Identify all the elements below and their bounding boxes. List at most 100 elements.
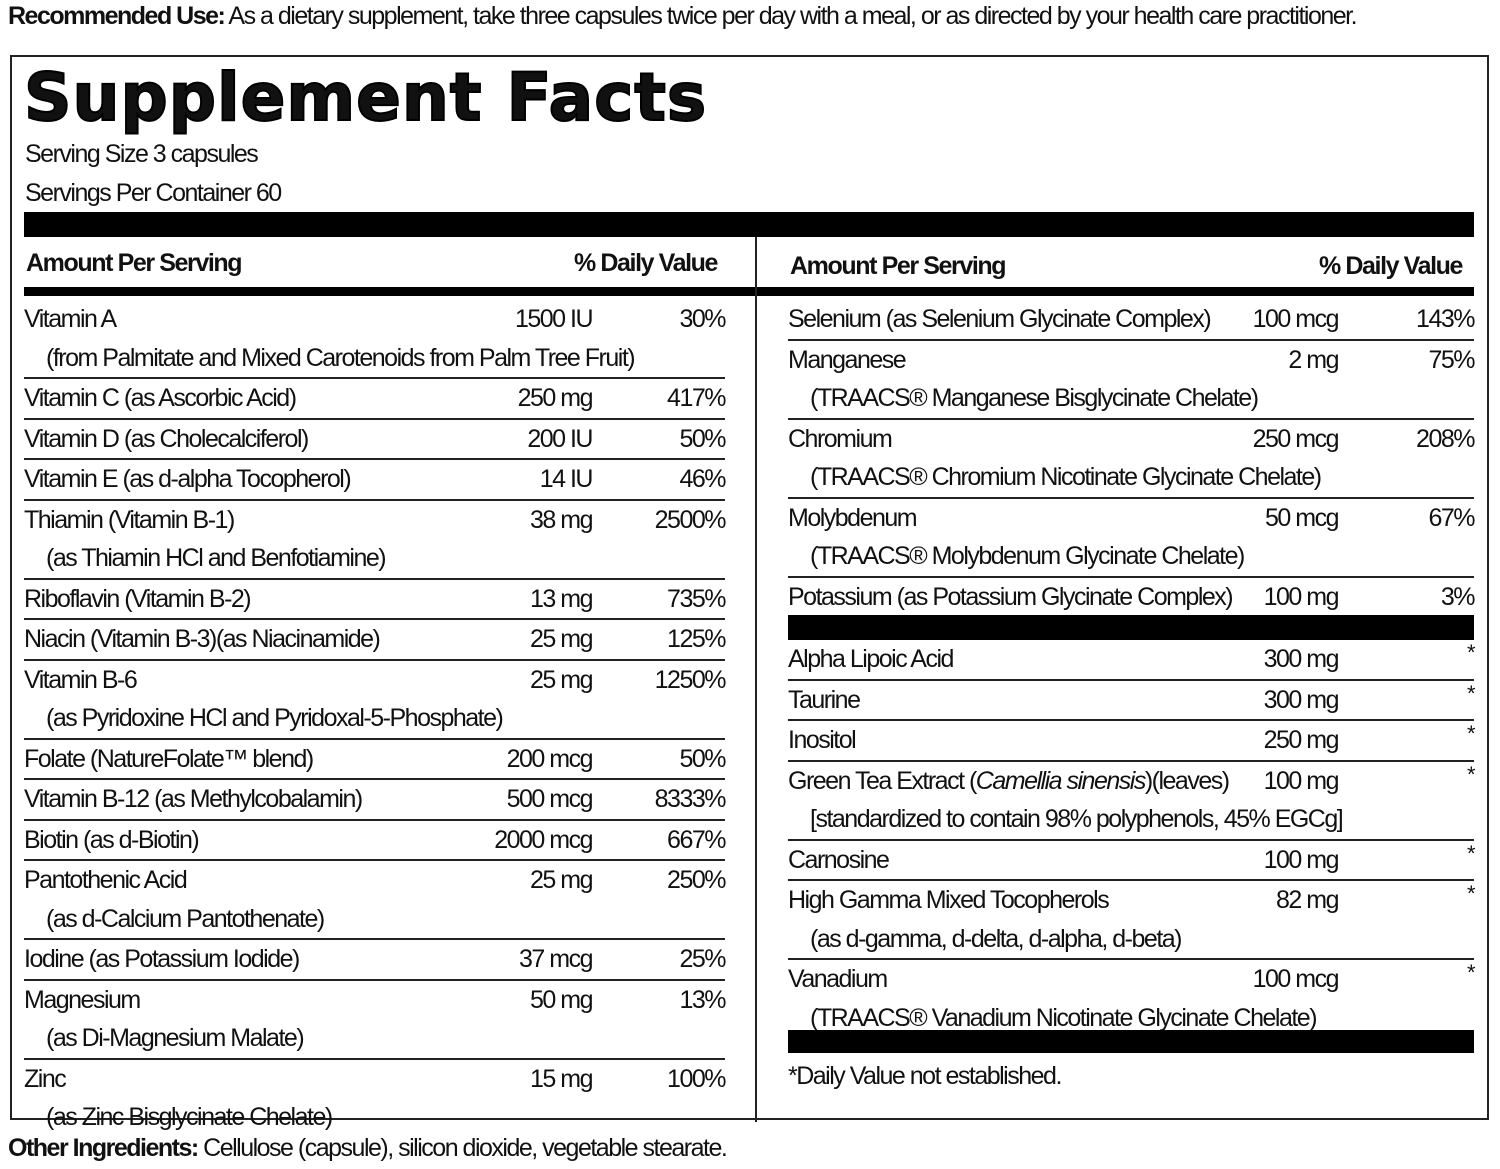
nutrient-name: Folate (NatureFolate™ blend) — [24, 744, 314, 773]
daily-value: 2500% — [654, 505, 727, 534]
nutrient-row: Biotin (as d-Biotin) 2000 mcg 667% — [24, 821, 726, 861]
nutrient-line: Biotin (as d-Biotin) 2000 mcg 667% — [24, 821, 726, 860]
nutrient-line: Chromium 250 mcg 208% — [788, 420, 1475, 459]
daily-value: 667% — [667, 825, 726, 854]
daily-value: 100% — [667, 1064, 726, 1093]
nutrient-row: Chromium 250 mcg 208% (TRAACS® Chromium Nic… — [788, 420, 1475, 499]
footnote: *Daily Value not established. — [788, 1062, 1062, 1090]
right-nutrient-list: Selenium (as Selenium Glycinate Complex)… — [788, 300, 1476, 617]
daily-value: 250% — [667, 866, 726, 894]
daily-value: 67% — [1428, 503, 1475, 532]
nutrient-amount: 200 mcg — [506, 744, 594, 773]
recommended-use-label: Recommended Use: — [8, 2, 226, 30]
daily-value: 8333% — [654, 785, 727, 813]
nutrient-name-italic: Camellia sinensis — [975, 766, 1147, 795]
nutrient-amount: 100 mg — [1263, 582, 1340, 611]
nutrient-row: Niacin (Vitamin B-3)(as Niacinamide) 25 m… — [24, 620, 726, 661]
nutrient-name: Carnosine — [788, 845, 890, 874]
daily-value: 143% — [1416, 305, 1475, 333]
nutrient-amount: 100 mg — [1263, 845, 1340, 874]
right-header-amount: Amount Per Serving — [790, 252, 1007, 280]
nutrient-source: [standardized to contain 98% polyphenols… — [810, 805, 1344, 833]
daily-value: 50% — [679, 744, 726, 773]
daily-value: * — [1466, 640, 1476, 665]
section-bar-bottom — [788, 1030, 1474, 1053]
nutrient-amount: 25 mg — [530, 665, 593, 694]
nutrient-amount: 1500 IU — [514, 305, 594, 333]
nutrient-line: Taurine 300 mg * — [788, 681, 1476, 720]
other-ingredient-list: Alpha Lipoic Acid 300 mg * Taurine 300 mg * In… — [788, 640, 1476, 1037]
nutrient-line: Vanadium 100 mcg * — [788, 960, 1476, 999]
daily-value: 25% — [679, 945, 726, 973]
nutrient-row: Taurine 300 mg * — [788, 681, 1476, 721]
nutrient-amount: 500 mcg — [506, 785, 594, 813]
nutrient-amount: 100 mcg — [1252, 305, 1340, 333]
nutrient-name: Green Tea Extract ( — [788, 766, 977, 795]
servings-per-container: Servings Per Container 60 — [25, 179, 282, 207]
supplement-facts-panel — [10, 55, 1489, 1120]
nutrient-line: Thiamin (Vitamin B-1) 38 mg 2500% — [24, 501, 727, 540]
nutrient-amount: 14 IU — [539, 465, 594, 493]
nutrient-name: Biotin (as d-Biotin) — [24, 825, 200, 854]
nutrient-row: Potassium (as Potassium Glycinate Comple… — [788, 578, 1476, 617]
nutrient-line: High Gamma Mixed Tocopherols 82 mg * — [788, 881, 1476, 920]
nutrient-row: High Gamma Mixed Tocopherols 82 mg * (as d-… — [788, 881, 1476, 960]
nutrient-line: Iodine (as Potassium Iodide) 37 mcg 25% — [24, 940, 726, 979]
nutrient-amount: 38 mg — [530, 505, 593, 534]
nutrient-row: Vitamin A 1500 IU 30% (from Palmitate and M… — [24, 300, 726, 379]
header-rule-left — [24, 287, 755, 296]
nutrient-line: Vitamin B-6 25 mg 1250% — [24, 661, 727, 700]
other-ingredients-text: Cellulose (capsule), silicon dioxide, ve… — [197, 1134, 728, 1162]
nutrient-name: Alpha Lipoic Acid — [788, 645, 954, 673]
nutrient-row: Vitamin D (as Cholecalciferol) 200 IU 50% — [24, 420, 726, 460]
nutrient-name-post: )(leaves) — [1144, 766, 1230, 795]
daily-value: 125% — [667, 625, 726, 653]
nutrient-name: Vanadium — [788, 965, 888, 993]
nutrient-line: Folate (NatureFolate™ blend) 200 mcg 50% — [24, 740, 726, 779]
nutrient-amount: 250 mg — [1263, 726, 1340, 754]
nutrient-amount: 50 mg — [530, 985, 593, 1014]
daily-value: 50% — [679, 424, 726, 453]
nutrient-line: Vitamin C (as Ascorbic Acid) 250 mg 417% — [24, 379, 726, 418]
nutrient-row: Alpha Lipoic Acid 300 mg * — [788, 640, 1476, 681]
nutrient-row: Vitamin E (as d-alpha Tocopherol) 14 IU 46… — [24, 460, 726, 501]
nutrient-row: Zinc 15 mg 100% (as Zinc Bisglycinate Chela… — [24, 1060, 726, 1137]
nutrient-amount: 200 IU — [527, 424, 593, 453]
nutrient-row: Inositol 250 mg * — [788, 721, 1476, 762]
nutrient-amount: 250 mg — [517, 384, 594, 412]
nutrient-row: Selenium (as Selenium Glycinate Complex)… — [788, 300, 1475, 341]
nutrient-name: Vitamin A — [24, 305, 117, 333]
daily-value: 417% — [667, 384, 726, 412]
nutrient-row: Manganese 2 mg 75% (TRAACS® Manganese Bisgl… — [788, 341, 1475, 420]
nutrient-name: Taurine — [788, 685, 861, 714]
nutrient-amount: 2000 mcg — [494, 825, 593, 854]
nutrient-amount: 100 mcg — [1252, 965, 1340, 993]
daily-value: 208% — [1416, 424, 1475, 453]
nutrient-source: (as Di-Magnesium Malate) — [46, 1024, 305, 1052]
nutrient-source: (as Thiamin HCl and Benfotiamine) — [46, 544, 387, 572]
daily-value: 735% — [667, 584, 726, 613]
nutrient-amount: 50 mcg — [1265, 503, 1339, 532]
daily-value: * — [1466, 721, 1476, 746]
nutrient-line: Magnesium 50 mg 13% — [24, 981, 726, 1020]
nutrient-name: Selenium (as Selenium Glycinate Complex) — [788, 305, 1212, 333]
nutrient-row: Thiamin (Vitamin B-1) 38 mg 2500% (as Thiam… — [24, 501, 727, 580]
daily-value: 75% — [1428, 345, 1475, 374]
nutrient-name: Vitamin C (as Ascorbic Acid) — [24, 384, 297, 412]
nutrient-amount: 2 mg — [1288, 345, 1339, 374]
nutrient-line: Alpha Lipoic Acid 300 mg * — [788, 640, 1476, 679]
nutrient-name: Molybdenum — [788, 503, 918, 532]
nutrient-source: (as Pyridoxine HCl and Pyridoxal-5-Phosp… — [46, 704, 504, 732]
nutrient-amount: 300 mg — [1263, 685, 1340, 714]
nutrient-name: Vitamin D (as Cholecalciferol) — [24, 424, 309, 453]
nutrient-source: (as d-Calcium Pantothenate) — [46, 904, 325, 933]
nutrient-source: (as d-gamma, d-delta, d-alpha, d-beta) — [810, 924, 1183, 953]
nutrient-row: Carnosine 100 mg * — [788, 841, 1476, 881]
nutrient-name: Niacin (Vitamin B-3)(as Niacinamide) — [24, 625, 381, 653]
nutrient-line: Inositol 250 mg * — [788, 721, 1476, 760]
left-header-amount: Amount Per Serving — [26, 249, 243, 277]
right-header-dv: % Daily Value — [1319, 252, 1463, 280]
nutrient-line: Vitamin B-12 (as Methylcobalamin) 500 mcg… — [24, 780, 727, 819]
recommended-use-text: As a dietary supplement, take three caps… — [224, 2, 1357, 30]
daily-value: 1250% — [654, 665, 727, 694]
